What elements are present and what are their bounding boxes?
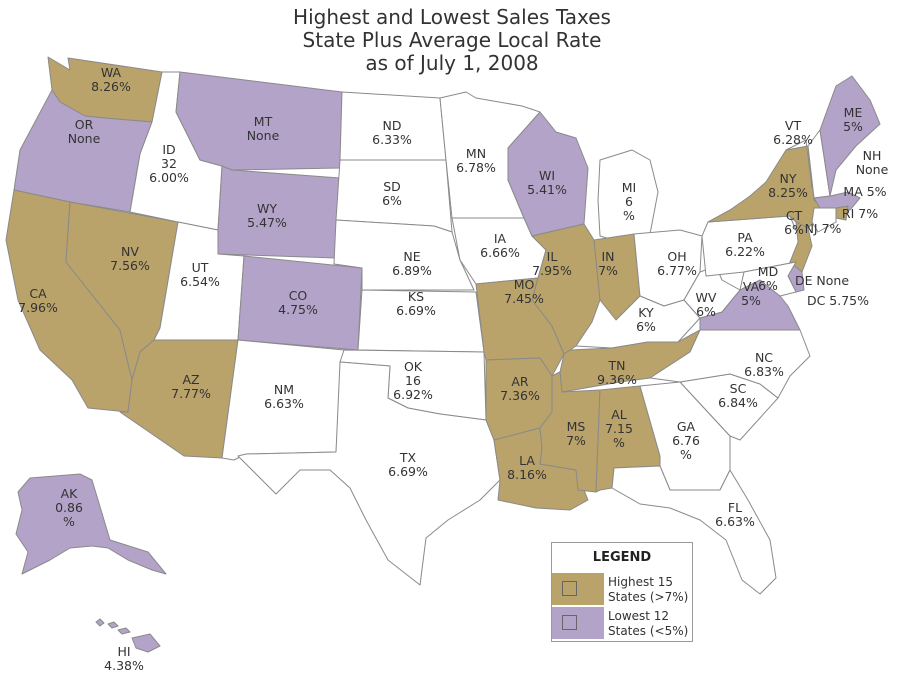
legend-swatch-lowest [552, 607, 604, 639]
legend-title: LEGEND [592, 550, 652, 565]
state-label-nm: NM 6.63% [264, 382, 304, 411]
state-md [739, 261, 797, 297]
state-label-md: MD 6% [758, 264, 778, 293]
state-label-ok: OK 16 6.92% [393, 359, 433, 402]
state-vt [785, 139, 813, 189]
state-label-ut: UT 6.54% [180, 260, 220, 289]
legend-highest-line2: States (>7%) [608, 590, 689, 604]
legend-row-lowest: Lowest 12 States (<5%) [552, 607, 692, 639]
state-label-nj: NJ 7% [805, 221, 842, 236]
state-label-ny: NY 8.25% [768, 171, 808, 200]
state-label-dc: DC 5.75% [807, 293, 869, 308]
state-label-hi: HI 4.38% [104, 644, 144, 673]
legend-lowest-line2: States (<5%) [608, 624, 689, 638]
state-label-nv: NV 7.56% [110, 244, 150, 273]
map-title: Highest and Lowest Sales Taxes State Plu… [0, 6, 904, 75]
state-wy [217, 165, 341, 259]
state-label-ca: CA 7.96% [18, 286, 58, 315]
state-wi [507, 111, 589, 237]
state-label-az: AZ 7.77% [171, 372, 211, 401]
state-label-sd: SD 6% [382, 179, 402, 208]
state-ak [15, 473, 167, 575]
legend-lowest-line1: Lowest 12 [608, 609, 670, 623]
legend-swatch-highest [552, 573, 604, 605]
state-label-il: IL 7.95% [532, 249, 572, 278]
state-label-id: ID 32 6.00% [149, 142, 189, 185]
state-label-co: CO 4.75% [278, 288, 318, 317]
state-label-nc: NC 6.83% [744, 350, 784, 379]
state-label-mn: MN 6.78% [456, 146, 496, 175]
legend-highest-line1: Highest 15 [608, 575, 674, 589]
state-label-wv: WV 6% [696, 290, 717, 319]
state-label-ms: MS 7% [566, 419, 586, 448]
state-wv [683, 265, 741, 319]
legend-row-highest: Highest 15 States (>7%) [552, 573, 692, 605]
state-label-wi: WI 5.41% [527, 168, 567, 197]
state-label-ky: KY 6% [636, 305, 656, 334]
state-label-tx: TX 6.69% [388, 450, 428, 479]
state-label-ar: AR 7.36% [500, 374, 540, 403]
state-label-fl: FL 6.63% [715, 500, 755, 529]
state-label-wy: WY 5.47% [247, 201, 287, 230]
title-line-3: as of July 1, 2008 [365, 51, 539, 75]
state-label-al: AL 7.15% [605, 407, 633, 450]
state-hi [95, 618, 161, 653]
state-label-la: LA 8.16% [507, 453, 547, 482]
state-label-oh: OH 6.77% [657, 249, 697, 278]
state-ne [333, 219, 475, 291]
state-label-ma: MA 5% [843, 184, 886, 199]
state-label-ga: GA 6.76% [672, 419, 700, 462]
state-ms [539, 371, 601, 493]
state-label-mt: MT None [247, 114, 280, 143]
state-label-ri: RI 7% [842, 206, 878, 221]
state-label-ks: KS 6.69% [396, 289, 436, 318]
state-label-ia: IA 6.66% [480, 231, 520, 260]
title-line-2: State Plus Average Local Rate [302, 28, 602, 52]
state-label-mi: MI 6% [622, 180, 636, 223]
state-label-ne: NE 6.89% [392, 249, 432, 278]
state-label-nd: ND 6.33% [372, 118, 412, 147]
state-label-nh: NH None [856, 148, 889, 177]
state-label-or: OR None [68, 117, 101, 146]
state-label-vt: VT 6.28% [773, 118, 813, 147]
legend: LEGEND Highest 15 States (>7%) Lowest 12… [551, 542, 693, 642]
state-label-ak: AK 0.86% [55, 486, 83, 529]
state-label-wa: WA 8.26% [91, 65, 131, 94]
title-line-1: Highest and Lowest Sales Taxes [293, 5, 611, 29]
state-tx [237, 361, 501, 586]
state-label-ct: CT 6% [784, 208, 804, 237]
state-label-pa: PA 6.22% [725, 230, 765, 259]
state-label-va: VA 5% [741, 279, 761, 308]
state-label-tn: TN 9.36% [597, 358, 637, 387]
state-me [819, 75, 881, 197]
state-ct [811, 207, 837, 233]
state-ky [575, 295, 701, 349]
state-label-me: ME 5% [843, 105, 863, 134]
state-label-de: DE None [795, 273, 849, 288]
state-label-sc: SC 6.84% [718, 381, 758, 410]
state-fl [611, 465, 777, 595]
state-label-mo: MO 7.45% [504, 277, 544, 306]
state-label-in: IN 7% [598, 249, 618, 278]
